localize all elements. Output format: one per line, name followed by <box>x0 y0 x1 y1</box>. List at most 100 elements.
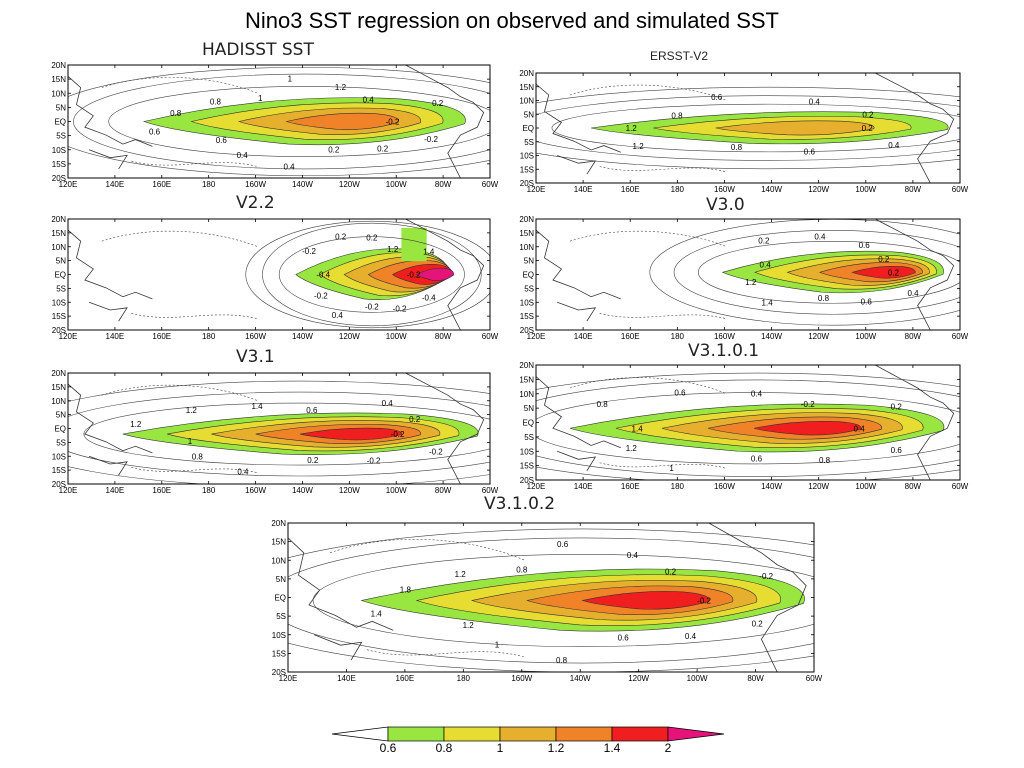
latitude-tick-label: 10S <box>52 298 66 307</box>
latitude-tick-label: 5N <box>524 110 534 119</box>
map-panel-v30: 0.2 0.4 0.6 0.8 1.4 1.2 0.4 0.2 0.4 0.6 0.2 20N 15N 1… <box>512 215 968 346</box>
contour-label: -0.2 <box>391 430 405 439</box>
contour-label: -0.2 <box>429 448 443 457</box>
latitude-tick-label: 15S <box>52 312 66 321</box>
latitude-tick-label: 10N <box>519 97 534 106</box>
longitude-tick-label: 120E <box>527 332 546 341</box>
contour-label: 0.2 <box>862 124 874 133</box>
contour-label: 0.6 <box>861 297 873 306</box>
contour-label: 0.8 <box>210 97 222 106</box>
colorbar-swatch <box>611 726 669 742</box>
contour-label: 1.2 <box>455 570 467 579</box>
contour-label: 0.4 <box>363 96 375 105</box>
latitude-tick-label: 5S <box>56 284 66 293</box>
contour-label: 0.4 <box>332 311 344 320</box>
longitude-tick-label: 100W <box>386 180 407 189</box>
longitude-tick-label: 160E <box>152 486 171 495</box>
latitude-tick-label: EQ <box>54 425 66 434</box>
latitude-tick-label: 20S <box>52 480 66 489</box>
contour-label: 0.2 <box>377 144 389 153</box>
colorbar-label: 0.6 <box>379 741 397 755</box>
longitude-tick-label: 160E <box>621 482 640 491</box>
latitude-tick-label: EQ <box>522 124 534 133</box>
latitude-tick-label: 5S <box>56 132 66 141</box>
contour-label: 1.2 <box>633 142 645 151</box>
longitude-tick-label: 120E <box>59 486 78 495</box>
contour-label: 0.4 <box>809 98 821 107</box>
longitude-tick-label: 120E <box>527 482 546 491</box>
longitude-tick-label: 120W <box>339 486 360 495</box>
latitude-tick-label: 20S <box>272 668 286 677</box>
contour-label: 1.2 <box>186 406 198 415</box>
latitude-tick-label: 10N <box>51 89 66 98</box>
contour-label: 1 <box>669 464 674 473</box>
contour-label: 0.8 <box>731 143 743 152</box>
latitude-tick-label: 20S <box>52 174 66 183</box>
contour-label: 0.4 <box>627 551 639 560</box>
longitude-tick-label: 160E <box>621 185 640 194</box>
contour-label: 0.6 <box>216 136 228 145</box>
longitude-tick-label: 80W <box>905 185 922 194</box>
latitude-tick-label: 5N <box>524 404 534 413</box>
latitude-tick-label: 10S <box>272 631 286 640</box>
contour-label: -0.2 <box>407 271 421 280</box>
contour-label: 1.2 <box>130 420 142 429</box>
contour-label: 0.4 <box>284 162 296 171</box>
longitude-tick-label: 140E <box>574 185 593 194</box>
colorbar-label: 1 <box>496 741 504 755</box>
contour-label: 0.8 <box>516 565 528 574</box>
longitude-tick-label: 160E <box>396 674 415 683</box>
longitude-tick-label: 140E <box>574 482 593 491</box>
latitude-tick-label: 5N <box>524 257 534 266</box>
contour-label: 0.4 <box>760 260 772 269</box>
longitude-tick-label: 160W <box>245 332 266 341</box>
latitude-tick-label: 5S <box>524 433 534 442</box>
colorbar-swatch <box>555 726 613 742</box>
longitude-tick-label: 160W <box>714 482 735 491</box>
contour-label: 0.4 <box>685 632 697 641</box>
contour-label: 0.8 <box>170 109 182 118</box>
latitude-tick-label: 15N <box>51 383 66 392</box>
contour-label: 0.6 <box>618 634 630 643</box>
contour-label: 0.4 <box>907 289 919 298</box>
contour-label: 0.8 <box>556 656 568 665</box>
contour-label: 1.2 <box>626 124 638 133</box>
contour-label: 1.4 <box>371 609 383 618</box>
latitude-tick-label: EQ <box>54 271 66 280</box>
contour-label: 0.6 <box>859 241 871 250</box>
map-panel-v3102: -0.2 0.2 0.4 0.6 0.8 1 1.2 1.4 1.8 1.2 0.8 0.6 0.4 0.… <box>264 519 822 688</box>
latitude-tick-label: 20N <box>519 69 534 78</box>
latitude-tick-label: 5N <box>56 103 66 112</box>
contour-label: 1.4 <box>762 299 774 308</box>
contour-label: 1.2 <box>745 278 757 287</box>
contour-label: 0.2 <box>752 620 764 629</box>
colorbar <box>331 726 726 742</box>
latitude-tick-label: 5N <box>56 257 66 266</box>
latitude-tick-label: 20S <box>520 326 534 335</box>
longitude-tick-label: 160W <box>511 674 532 683</box>
latitude-tick-label: 20N <box>519 361 534 370</box>
latitude-tick-label: 20N <box>519 215 534 224</box>
contour-label: 0.2 <box>432 99 444 108</box>
contour-label: 0.2 <box>335 232 347 241</box>
colorbar-label: 0.8 <box>435 741 453 755</box>
longitude-tick-label: 120W <box>808 332 829 341</box>
contour-label: 0.8 <box>192 453 204 462</box>
longitude-tick-label: 140E <box>574 332 593 341</box>
longitude-tick-label: 80W <box>905 482 922 491</box>
latitude-tick-label: 10N <box>51 243 66 252</box>
longitude-tick-label: 140E <box>106 180 125 189</box>
contour-label: 1 <box>188 437 193 446</box>
latitude-tick-label: EQ <box>522 271 534 280</box>
latitude-tick-label: 15S <box>52 466 66 475</box>
contour-label: 0.6 <box>149 127 161 136</box>
contour-label: 0.4 <box>888 141 900 150</box>
latitude-tick-label: 15N <box>519 375 534 384</box>
map-panel-v22: -0.2 -0.4 -0.2 -0.2 0.4 -0.2 -0.4 -0.2 0.2 0.2 1.2… <box>44 215 498 346</box>
longitude-tick-label: 100W <box>855 185 876 194</box>
latitude-tick-label: 10N <box>51 397 66 406</box>
longitude-tick-label: 120W <box>808 185 829 194</box>
longitude-tick-label: 180 <box>202 332 216 341</box>
panel-label-v22: V2.2 <box>236 193 275 213</box>
latitude-tick-label: 15N <box>51 229 66 238</box>
